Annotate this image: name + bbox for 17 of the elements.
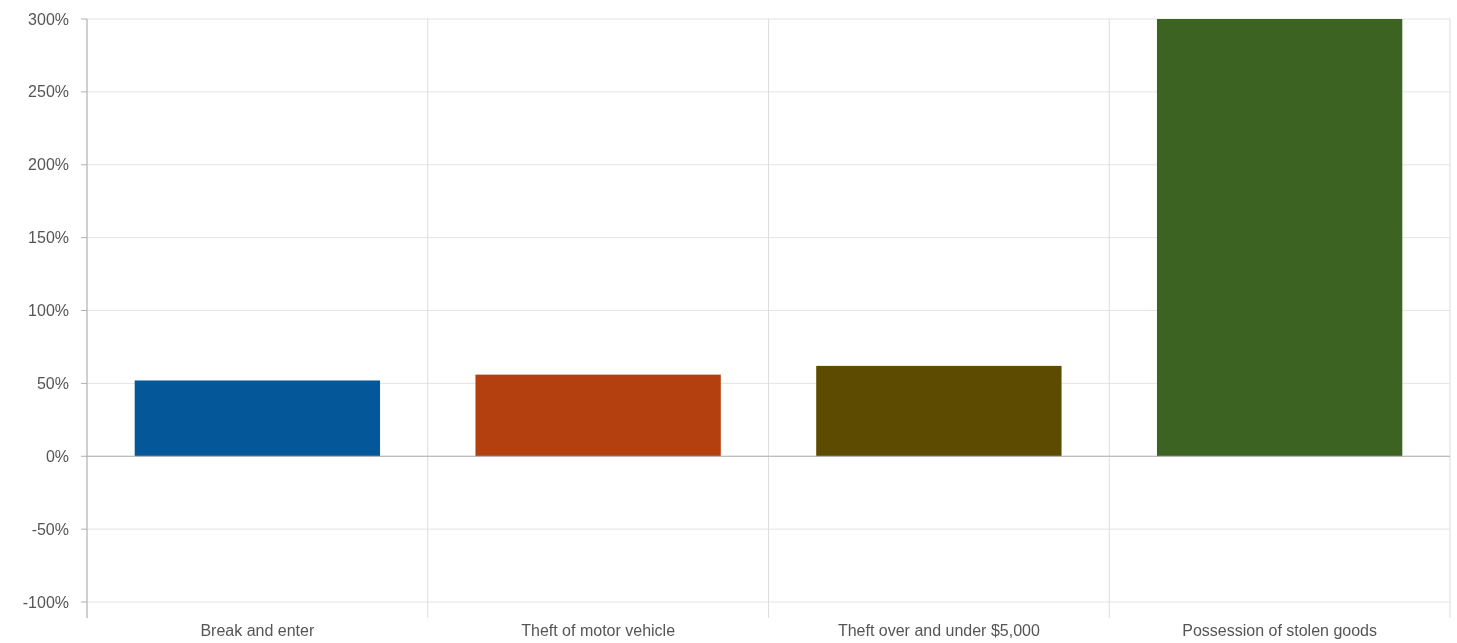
y-tick-label: 0% <box>45 447 69 465</box>
x-tick-label: Theft of motor vehicle <box>521 622 676 639</box>
bar <box>816 365 1062 457</box>
x-tick-label: Possession of stolen goods <box>1182 622 1378 639</box>
y-tick-label: 150% <box>28 229 69 247</box>
y-tick-label: 250% <box>28 83 69 101</box>
bar <box>134 380 381 457</box>
y-tick-label: 300% <box>28 10 69 28</box>
x-tick-label: Break and enter <box>200 622 315 639</box>
y-tick-label: -100% <box>22 593 69 611</box>
y-tick-label: 100% <box>28 302 69 320</box>
y-tick-label: -50% <box>31 520 69 538</box>
y-tick-label: 200% <box>28 156 69 174</box>
bar <box>1156 19 1403 457</box>
x-tick-label: Theft over and under $5,000 <box>837 622 1040 639</box>
y-tick-label: 50% <box>36 374 69 392</box>
bar <box>475 374 721 457</box>
